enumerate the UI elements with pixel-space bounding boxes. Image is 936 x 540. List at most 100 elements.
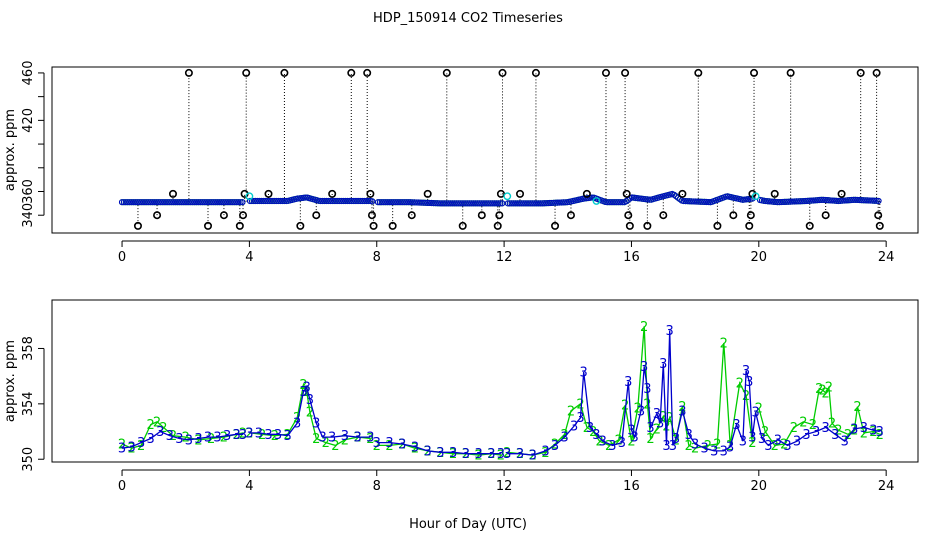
top-baseline-point — [543, 200, 550, 207]
bottom-y-tick-label: 354 — [21, 391, 36, 416]
bottom-plot-frame — [51, 299, 919, 463]
top-outlier-point — [239, 211, 248, 220]
bottom-series-2-point: 2 — [666, 411, 674, 426]
top-outlier-point — [388, 221, 397, 230]
bottom-series-3-point: 3 — [283, 429, 291, 444]
top-baseline-point — [426, 199, 433, 207]
top-outlier-point — [875, 221, 884, 230]
top-baseline-point — [224, 199, 231, 206]
top-baseline-point — [829, 197, 836, 204]
top-baseline-point — [392, 199, 399, 206]
top-baseline-point — [157, 199, 164, 206]
top-outlier-point — [713, 221, 722, 230]
top-baseline-point — [432, 200, 439, 207]
bottom-series-3-point: 3 — [822, 421, 830, 436]
top-baseline-point — [554, 199, 561, 206]
top-plot-frame — [51, 66, 919, 234]
top-baseline-point — [436, 200, 443, 207]
bottom-series-3-point: 3 — [398, 438, 406, 453]
bottom-series-3-point: 3 — [529, 449, 537, 464]
bottom-series-2-point: 2 — [640, 320, 648, 335]
top-baseline-point — [850, 196, 857, 203]
bottom-series-3-point: 3 — [306, 393, 314, 408]
top-baseline-point — [489, 200, 496, 207]
top-baseline-point — [325, 197, 332, 205]
x-axis-label: Hour of Day (UTC) — [409, 517, 527, 532]
bottom-series-3-point: 3 — [551, 439, 559, 454]
bottom-series-3-point: 3 — [245, 426, 253, 441]
top-outlier-point — [496, 189, 505, 198]
top-baseline-point — [204, 199, 212, 206]
bottom-series-3-point: 3 — [726, 440, 734, 455]
top-baseline-point — [682, 198, 689, 205]
top-baseline-point — [611, 199, 619, 206]
top-baseline-point — [430, 199, 437, 207]
bottom-x-tick-label: 24 — [878, 479, 895, 494]
top-baseline-point — [690, 198, 697, 205]
top-baseline-point — [544, 199, 552, 207]
bottom-series-2-point: 2 — [341, 433, 349, 448]
top-baseline-point — [145, 199, 152, 206]
bottom-series-3-point: 3 — [637, 404, 645, 419]
top-baseline-point — [279, 197, 286, 205]
top-baseline-point — [795, 198, 802, 205]
top-baseline-point — [330, 197, 338, 205]
bottom-y-tick-label: 358 — [21, 336, 36, 361]
top-baseline-point — [250, 197, 257, 205]
top-baseline-point — [264, 197, 271, 205]
bottom-series-3-point: 3 — [274, 428, 282, 443]
top-baseline-point — [443, 200, 450, 207]
bottom-panel-axes: 0 4 8 12 16 20 24 350 354 358 — [21, 336, 894, 494]
bottom-x-tick-label: 20 — [751, 479, 768, 494]
bottom-series-2-point: 2 — [322, 436, 330, 451]
top-baseline-point — [151, 199, 158, 206]
bottom-series-2-point: 2 — [583, 421, 591, 436]
top-baseline-point — [363, 197, 370, 205]
bottom-series-3-point: 3 — [194, 432, 202, 447]
bottom-series-2-point: 2 — [853, 400, 861, 415]
bottom-series-3-point: 3 — [312, 417, 320, 432]
top-baseline-point — [873, 197, 880, 204]
top-cyan-point — [592, 197, 601, 205]
top-baseline-point — [201, 199, 208, 206]
top-baseline-point — [781, 198, 789, 205]
top-baseline-point — [556, 199, 563, 206]
top-baseline-point — [457, 200, 464, 207]
top-baseline-point — [130, 199, 137, 206]
bottom-series-2-point: 2 — [634, 402, 642, 417]
top-baseline-point — [239, 199, 246, 206]
top-baseline-point — [199, 199, 206, 206]
top-baseline-point — [122, 199, 129, 206]
top-baseline-point — [420, 199, 427, 206]
top-baseline-point — [262, 197, 269, 205]
bottom-series-2-point: 2 — [331, 439, 339, 454]
top-baseline-point — [260, 197, 267, 205]
bottom-series-2-point: 2 — [643, 397, 651, 412]
top-baseline-point — [844, 197, 852, 204]
top-baseline-point — [390, 199, 397, 206]
bottom-series-2-point: 2 — [303, 385, 311, 400]
bottom-series-3-point: 3 — [255, 426, 263, 441]
top-baseline-point — [132, 199, 139, 206]
top-baseline-point — [607, 199, 615, 206]
bottom-series-2-point: 2 — [825, 381, 833, 396]
bottom-series-2-point: 2 — [271, 429, 279, 444]
top-baseline-point — [529, 200, 536, 207]
top-baseline-point — [399, 199, 406, 206]
top-outlier-point — [347, 68, 356, 77]
top-x-tick-label: 0 — [118, 250, 126, 265]
bottom-series-3-point: 3 — [385, 436, 393, 451]
bottom-series-2-point: 2 — [799, 415, 807, 430]
top-outlier-point — [624, 211, 633, 220]
top-baseline-point — [537, 200, 544, 207]
top-baseline-point — [512, 200, 519, 207]
bottom-series-3-point: 3 — [185, 433, 193, 448]
top-baseline-point — [147, 199, 154, 206]
top-cyan-point — [245, 192, 254, 201]
top-outlier-point — [442, 68, 451, 77]
bottom-series-3-point: 3 — [175, 432, 183, 447]
top-baseline-point — [806, 197, 813, 204]
top-outlier-point — [643, 221, 652, 230]
top-baseline-point — [686, 198, 693, 205]
top-baseline-point — [791, 198, 798, 205]
